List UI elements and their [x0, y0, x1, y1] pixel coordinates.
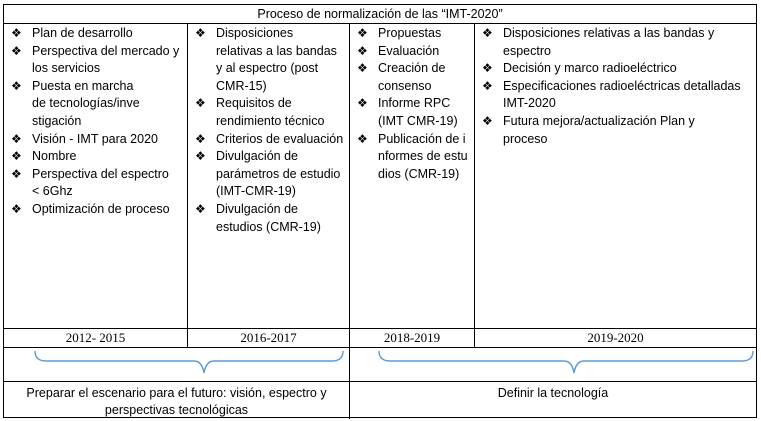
list-item: ❖ Decisión y marco radioeléctrico — [479, 60, 755, 78]
list-item: ❖ Creación de consenso — [357, 61, 446, 93]
list-item: ❖ Perspectiva del mercado y los servicios — [11, 43, 180, 76]
phase-label: Definir la tecnología — [497, 386, 609, 400]
period-label: 2018-2019 — [383, 330, 441, 345]
diamond-bullet-icon: ❖ — [357, 61, 368, 76]
diamond-bullet-icon: ❖ — [11, 43, 22, 58]
column-2012-2015: ❖ Plan de desarrollo ❖ Perspectiva del mer… — [8, 25, 184, 219]
period-label: 2012- 2015 — [65, 330, 126, 345]
list-item: ❖ Divulgación de estudios (CMR-19) — [195, 201, 321, 234]
period-label: 2016-2017 — [240, 330, 297, 345]
list-item: ❖ Propuestas — [354, 25, 472, 43]
list-item: ❖ Perspectiva del espectro < 6Ghz — [11, 166, 169, 199]
list-item: ❖ Visión - IMT para 2020 — [8, 131, 184, 149]
list-item: ❖ Publicación de informes de estudios (CM… — [357, 131, 468, 181]
phase-brace-icon — [378, 350, 754, 374]
diamond-bullet-icon: ❖ — [195, 201, 206, 216]
list-item: ❖ Disposiciones relativas a las bandas y … — [195, 26, 337, 93]
diamond-bullet-icon: ❖ — [11, 166, 22, 181]
phase-row-divider — [4, 381, 756, 382]
column-2016-2017: ❖ Disposiciones relativas a las bandas y … — [192, 25, 346, 236]
diamond-bullet-icon: ❖ — [11, 149, 22, 164]
column-2018-2019: ❖ Propuestas ❖ Evaluación ❖ Creación de con… — [354, 25, 472, 183]
diamond-bullet-icon: ❖ — [482, 113, 493, 128]
column-divider-1 — [187, 23, 188, 348]
normalization-table: Proceso de normalización de las “IMT-202… — [3, 4, 757, 419]
diamond-bullet-icon: ❖ — [195, 96, 206, 111]
diamond-bullet-icon: ❖ — [357, 26, 368, 40]
period-label: 2019-2020 — [587, 330, 644, 345]
year-row-bottom-divider — [4, 347, 756, 348]
diamond-bullet-icon: ❖ — [195, 26, 206, 40]
list-item: ❖ Plan de desarrollo — [8, 25, 184, 43]
diamond-bullet-icon: ❖ — [11, 26, 22, 40]
list-item: ❖ Evaluación — [354, 43, 472, 61]
diamond-bullet-icon: ❖ — [482, 78, 493, 93]
column-divider-2 — [349, 23, 350, 419]
list-item: ❖ Requisitos de rendimiento técnico — [195, 96, 325, 128]
list-item: ❖ Disposiciones relativas a las bandas y … — [482, 26, 715, 58]
diamond-bullet-icon: ❖ — [357, 96, 368, 111]
list-item: ❖ Nombre — [8, 148, 184, 166]
list-item: ❖ Divulgación de parámetros de estudio (I… — [195, 149, 341, 199]
year-row-top-divider — [4, 328, 756, 329]
diamond-bullet-icon: ❖ — [195, 149, 206, 164]
table-title: Proceso de normalización de las “IMT-202… — [257, 7, 503, 21]
diamond-bullet-icon: ❖ — [11, 131, 22, 146]
header-divider — [4, 23, 756, 24]
phase-brace-icon — [34, 350, 344, 374]
diamond-bullet-icon: ❖ — [357, 131, 368, 146]
list-item: ❖ Criterios de evaluación — [192, 131, 346, 149]
column-2019-2020: ❖ Disposiciones relativas a las bandas y … — [479, 25, 755, 148]
diamond-bullet-icon: ❖ — [357, 43, 368, 58]
diamond-bullet-icon: ❖ — [11, 78, 22, 93]
list-item: ❖ Puesta en marcha de tecnologías/investi… — [11, 78, 140, 128]
diamond-bullet-icon: ❖ — [482, 61, 493, 76]
diamond-bullet-icon: ❖ — [195, 131, 206, 146]
column-divider-3 — [474, 23, 475, 348]
list-item: ❖ Optimización de proceso — [8, 201, 184, 219]
diamond-bullet-icon: ❖ — [11, 201, 22, 216]
list-item: ❖ Especificaciones radioeléctricas detall… — [482, 78, 741, 111]
phase-label: Preparar el escenario para el futuro: vi… — [26, 386, 327, 417]
list-item: ❖ Futura mejora/actualización Plan y proc… — [482, 113, 695, 146]
list-item: ❖ Informe RPC (IMT CMR-19) — [357, 96, 458, 128]
diamond-bullet-icon: ❖ — [482, 26, 493, 40]
